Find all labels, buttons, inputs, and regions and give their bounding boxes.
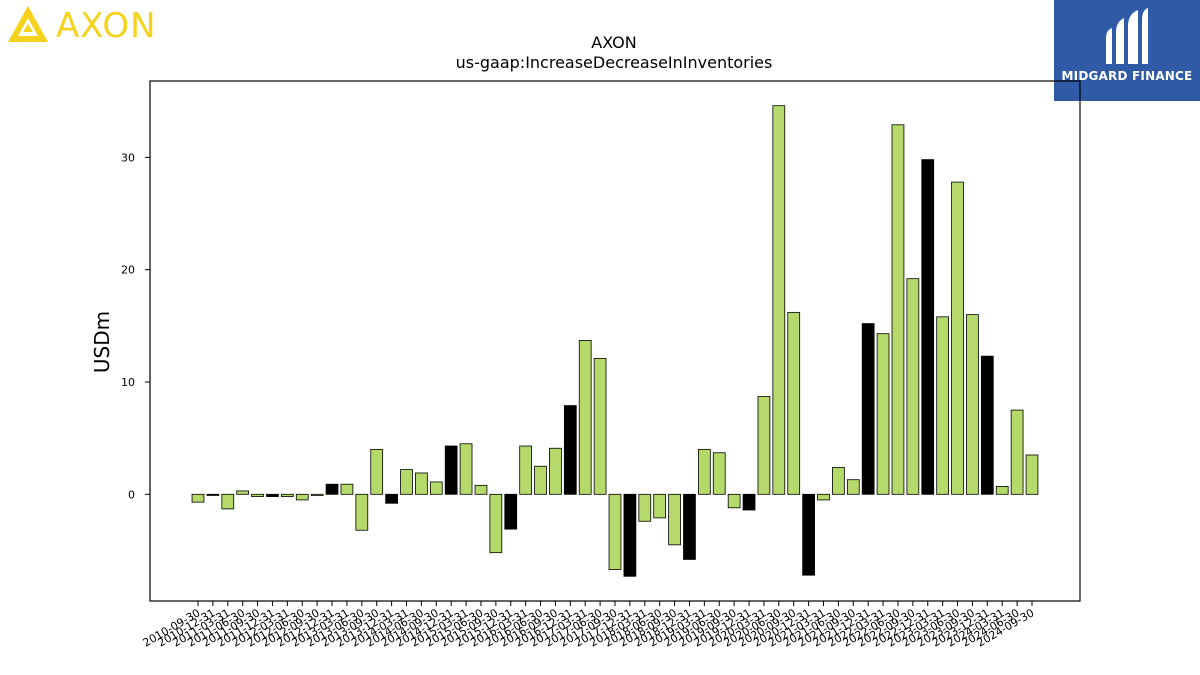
bar-2024-06-30 [1010,409,1024,495]
chart-subtitle: us-gaap:IncreaseDecreaseInInventories [456,53,773,72]
bar-2020-12-31 [802,493,815,576]
bar-2018-12-31 [683,493,696,560]
midgard-m-logo-icon [1106,8,1148,64]
bar-2012-03-31 [280,493,294,497]
y-axis-label: USDm [90,311,114,373]
bar-2016-09-30 [549,447,562,495]
bar-2012-09-30 [310,493,324,496]
bar-2023-09-30 [966,314,979,495]
axon-logo: AXON [6,4,186,46]
bar-2015-09-30 [489,493,503,554]
bar-2011-06-30 [236,490,250,495]
y-tick-label: 30 [121,151,135,164]
y-tick-label: 10 [121,376,135,389]
bar-2018-03-31 [638,493,652,522]
bar-2014-12-31 [444,445,458,495]
bar-2022-12-31 [921,159,935,495]
bar-2015-03-31 [459,443,473,495]
bar-2021-12-31 [861,323,875,495]
bar-2014-09-30 [429,481,443,495]
bar-2017-06-30 [593,358,607,495]
y-tick-label: 0 [128,488,135,501]
bar-2017-12-31 [623,493,637,577]
bar-2023-03-31 [936,316,950,495]
bar-2017-03-31 [578,340,592,495]
bar-2020-06-30 [772,105,786,495]
bar-2024-09-30 [1025,454,1039,495]
bar-2018-09-30 [668,493,681,546]
bar-2013-06-30 [355,493,369,531]
bar-2019-12-31 [742,493,756,511]
bar-2015-06-30 [474,484,488,495]
midgard-finance-logo: MIDGARD FINANCE [1054,0,1200,101]
bar-2011-03-31 [221,493,235,510]
bar-2019-03-31 [698,448,711,495]
bar-2019-06-30 [712,452,726,495]
bar-2010-12-31 [206,493,220,496]
y-axis: 0 10 20 30 [121,151,150,501]
bar-2021-09-30 [846,479,860,495]
bar-2011-09-30 [251,493,264,497]
bar-2017-09-30 [608,493,622,570]
chart-title: AXON [591,33,636,52]
bar-2016-03-31 [519,445,533,495]
bar-2020-09-30 [787,311,801,495]
bar-2022-06-30 [891,124,905,495]
bar-2015-12-31 [504,493,518,530]
bar-2014-06-30 [415,472,428,495]
bar-2016-06-30 [534,465,547,495]
bar-2012-06-30 [295,493,309,501]
axon-triangle-logo-icon [8,6,48,42]
midgard-logo-text: MIDGARD FINANCE [1061,69,1193,83]
bar-2022-03-31 [876,333,890,495]
bar-2023-06-30 [951,181,964,495]
bar-series [191,105,1039,577]
bar-2019-09-30 [727,493,741,509]
plot-frame [149,80,1081,602]
x-axis: 2010-09-302010-12-312011-03-312011-06-30… [141,601,1037,650]
bar-2020-03-31 [757,396,771,495]
bar-2022-09-30 [906,278,920,495]
bar-2023-12-31 [980,355,994,495]
bar-2013-09-30 [370,448,384,495]
bar-2021-03-31 [817,493,830,501]
bar-2010-09-30 [191,493,205,503]
bar-2021-06-30 [832,466,845,495]
bar-2018-06-30 [653,493,667,519]
bar-2013-12-31 [385,493,398,504]
bar-2024-03-31 [995,486,1009,495]
bar-2016-12-31 [563,405,577,495]
bar-2011-12-31 [266,493,279,497]
bar-2013-03-31 [340,483,354,495]
bar-2012-12-31 [325,483,339,495]
y-tick-label: 20 [121,264,135,277]
axon-logo-text: AXON [56,6,157,46]
bar-2014-03-31 [400,469,413,495]
